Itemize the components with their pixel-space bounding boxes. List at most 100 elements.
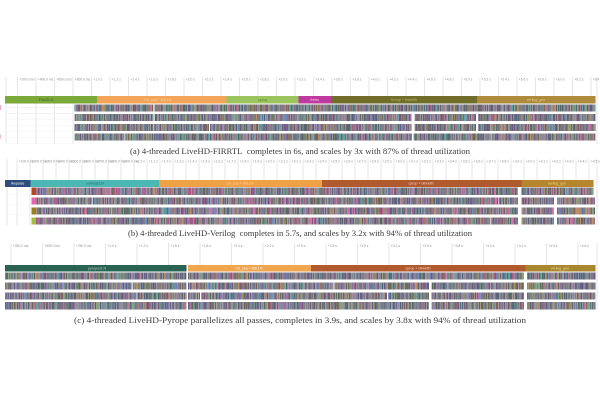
svg-text:+1.6 s: +1.6 s	[214, 159, 223, 163]
svg-text:+4.0 s: +4.0 s	[485, 244, 494, 248]
svg-text:+2.8 s: +2.8 s	[328, 244, 337, 248]
svg-text:+4.1 s: +4.1 s	[539, 159, 548, 163]
svg-text:+4.3 s: +4.3 s	[565, 159, 574, 163]
svg-text:+2.2 s: +2.2 s	[265, 244, 274, 248]
svg-text:+1.8 s: +1.8 s	[240, 159, 249, 163]
svg-text:+2.6 s: +2.6 s	[241, 78, 250, 82]
svg-text:(c) 4-threaded LiveHD-Pyrope p: (c) 4-threaded LiveHD-Pyrope parallelize…	[74, 316, 526, 325]
svg-text:+5.4 s: +5.4 s	[500, 78, 509, 82]
svg-text:+3.8 s: +3.8 s	[352, 78, 361, 82]
svg-text:+3.1 s: +3.1 s	[409, 159, 418, 163]
svg-text:+2.6 s: +2.6 s	[344, 159, 353, 163]
svg-text:+5.0 s: +5.0 s	[463, 78, 472, 82]
svg-text:+5.2 s: +5.2 s	[482, 78, 491, 82]
svg-text:+3.6 s: +3.6 s	[474, 159, 483, 163]
svg-text:Firrtl2LN: Firrtl2LN	[39, 98, 54, 102]
svg-text:+3.4 s: +3.4 s	[448, 159, 457, 163]
svg-text:+1.8 s: +1.8 s	[202, 244, 211, 248]
svg-text:+1.2 s: +1.2 s	[112, 78, 121, 82]
svg-text:+4.8 s: +4.8 s	[445, 78, 454, 82]
svg-text:+1.6 s: +1.6 s	[149, 78, 158, 82]
svg-text:+1.4 s: +1.4 s	[188, 159, 197, 163]
svg-text:LN_ssa + Attr.LN: LN_ssa + Attr.LN	[235, 267, 262, 271]
svg-text:+800.0 ms: +800.0 ms	[75, 78, 91, 82]
svg-text:+1.0 s: +1.0 s	[93, 78, 102, 82]
svg-text:+400.0 ms: +400.0 ms	[58, 159, 74, 163]
svg-text:+400.0 ms: +400.0 ms	[38, 78, 54, 82]
svg-text:+700.0 ms: +700.0 ms	[97, 159, 113, 163]
svg-text:+1.3 s: +1.3 s	[175, 159, 184, 163]
svg-text:+5.8 s: +5.8 s	[537, 78, 546, 82]
svg-text:LN_ssa + Attr.LN: LN_ssa + Attr.LN	[144, 98, 171, 102]
svg-text:cprop + bitwidth: cprop + bitwidth	[405, 267, 430, 271]
svg-text:+1.2 s: +1.2 s	[162, 159, 171, 163]
svg-text:+800.0 ms: +800.0 ms	[110, 159, 126, 163]
svg-text:+2.4 s: +2.4 s	[318, 159, 327, 163]
svg-text:+1.1 s: +1.1 s	[149, 159, 158, 163]
svg-text:+3.5 s: +3.5 s	[461, 159, 470, 163]
svg-text:+4.8 s: +4.8 s	[580, 244, 589, 248]
svg-text:+3.9 s: +3.9 s	[513, 159, 522, 163]
svg-text:+500.0 ms: +500.0 ms	[71, 159, 87, 163]
svg-text:+3.2 s: +3.2 s	[391, 244, 400, 248]
svg-text:+1.0 s: +1.0 s	[136, 159, 145, 163]
svg-text:+300.0 ms: +300.0 ms	[45, 159, 61, 163]
svg-text:+1.7 s: +1.7 s	[227, 159, 236, 163]
svg-text:+4.0 s: +4.0 s	[526, 159, 535, 163]
svg-text:+6.2 s: +6.2 s	[574, 78, 583, 82]
svg-text:+2.1 s: +2.1 s	[279, 159, 288, 163]
svg-text:+1.0 s: +1.0 s	[107, 244, 116, 248]
svg-text:+1.5 s: +1.5 s	[201, 159, 210, 163]
svg-text:+3.2 s: +3.2 s	[297, 78, 306, 82]
svg-text:+1.9 s: +1.9 s	[253, 159, 262, 163]
svg-text:verilog_gen: verilog_gen	[551, 267, 570, 271]
svg-text:cprop: cprop	[258, 98, 267, 102]
svg-text:pyrope2LN: pyrope2LN	[88, 267, 107, 271]
svg-text:firmap + bitwidth: firmap + bitwidth	[391, 98, 417, 102]
svg-text:+6.0 s: +6.0 s	[556, 78, 565, 82]
svg-text:+4.2 s: +4.2 s	[517, 244, 526, 248]
svg-text:verilog2LN: verilog2LN	[86, 182, 104, 186]
svg-text:(a) 4-threaded LiveHD-FIRRTL: (a) 4-threaded LiveHD-FIRRTL completes i…	[130, 147, 470, 156]
svg-text:+2.2 s: +2.2 s	[204, 78, 213, 82]
svg-text:+3.0 s: +3.0 s	[278, 78, 287, 82]
svg-text:+4.2 s: +4.2 s	[389, 78, 398, 82]
svg-text:+2.0 s: +2.0 s	[266, 159, 275, 163]
svg-text:+5.6 s: +5.6 s	[519, 78, 528, 82]
svg-text:+2.5 s: +2.5 s	[331, 159, 340, 163]
svg-text:+2.0 s: +2.0 s	[186, 78, 195, 82]
svg-text:+500.0 ms: +500.0 ms	[44, 244, 60, 248]
svg-text:+3.5 s: +3.5 s	[422, 244, 431, 248]
svg-text:+3.3 s: +3.3 s	[435, 159, 444, 163]
svg-text:+2.8 s: +2.8 s	[370, 159, 379, 163]
svg-text:+1.2 s: +1.2 s	[139, 244, 148, 248]
svg-text:verilog_gen: verilog_gen	[548, 182, 567, 186]
svg-text:+3.6 s: +3.6 s	[334, 78, 343, 82]
svg-text:+3.2 s: +3.2 s	[422, 159, 431, 163]
svg-text:+2.2 s: +2.2 s	[292, 159, 301, 163]
svg-text:+2.0 s: +2.0 s	[233, 244, 242, 248]
svg-text:(b) 4-threaded LiveHD-Verilog: (b) 4-threaded LiveHD-Verilog completes …	[128, 229, 472, 238]
svg-text:+6.4 s: +6.4 s	[593, 78, 600, 82]
svg-text:+250.0 ms: +250.0 ms	[13, 244, 29, 248]
svg-text:+1.5 s: +1.5 s	[170, 244, 179, 248]
svg-text:+4.2 s: +4.2 s	[552, 159, 561, 163]
svg-text:+4.4 s: +4.4 s	[578, 159, 587, 163]
svg-text:firbits: firbits	[310, 98, 319, 102]
svg-text:+3.4 s: +3.4 s	[315, 78, 324, 82]
svg-text:+3.8 s: +3.8 s	[500, 159, 509, 163]
svg-text:+3.7 s: +3.7 s	[487, 159, 496, 163]
svg-text:+4.6 s: +4.6 s	[426, 78, 435, 82]
svg-text:+4.4 s: +4.4 s	[408, 78, 417, 82]
svg-text:+4.5 s: +4.5 s	[548, 244, 557, 248]
svg-text:+3.0 s: +3.0 s	[396, 159, 405, 163]
svg-text:+1.4 s: +1.4 s	[130, 78, 139, 82]
svg-text:cprop + bitwidth: cprop + bitwidth	[408, 182, 433, 186]
svg-text:+2.8 s: +2.8 s	[260, 78, 269, 82]
svg-text:+600.0 ms: +600.0 ms	[56, 78, 72, 82]
svg-text:+3.0 s: +3.0 s	[359, 244, 368, 248]
svg-text:verilog_gen: verilog_gen	[527, 98, 546, 102]
svg-text:+4.0 s: +4.0 s	[371, 78, 380, 82]
svg-text:+100.0 ms: +100.0 ms	[19, 159, 35, 163]
svg-text:+2.4 s: +2.4 s	[223, 78, 232, 82]
